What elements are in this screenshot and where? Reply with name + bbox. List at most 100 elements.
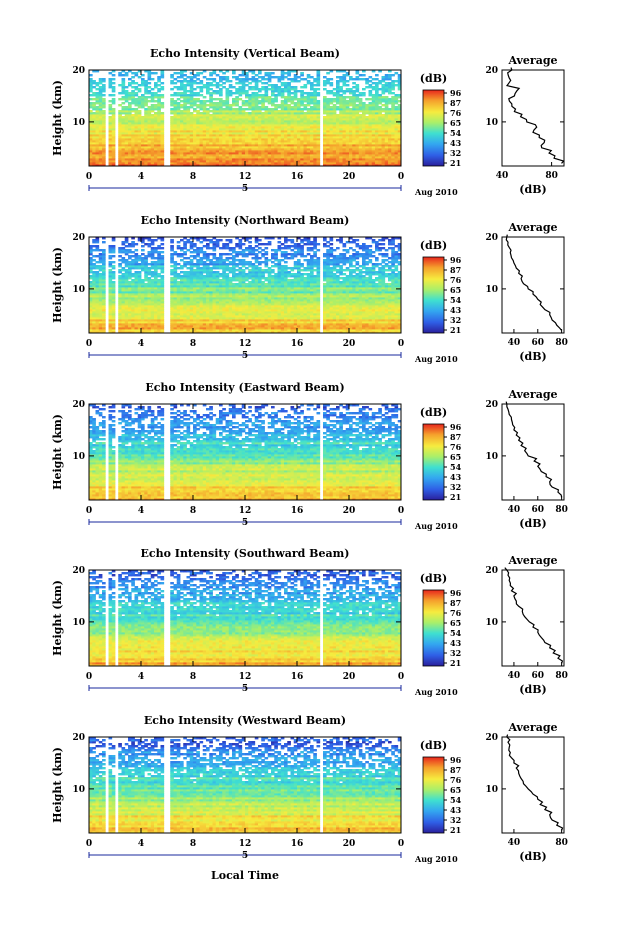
average-y-tick-label: 20 [485, 733, 498, 743]
x-tick-label: 20 [343, 506, 356, 516]
colorbar-tick-label: 43 [450, 638, 462, 648]
x-axis-label: Local Time [211, 869, 279, 882]
x-tick-label: 4 [138, 839, 144, 849]
x-tick-label: 0 [398, 672, 404, 682]
heatmap-title: Echo Intensity (Northward Beam) [141, 214, 350, 227]
average-x-label: (dB) [519, 350, 546, 363]
average-profile-line [504, 567, 564, 664]
x-tick-label: 0 [86, 339, 92, 349]
panel-2: Echo Intensity (Eastward Beam) 0 4 8 12 16 20 0… [51, 381, 568, 531]
panel-1: Echo Intensity (Northward Beam) 0 4 8 12 16 20… [51, 214, 568, 364]
y-axis-label: Height (km) [51, 580, 64, 656]
colorbar-tick-label: 65 [450, 618, 461, 628]
x-tick-label: 20 [343, 672, 356, 682]
date-marker: 5 [242, 518, 248, 528]
average-profile-line [506, 734, 564, 831]
average-x-tick-label: 60 [532, 505, 545, 515]
x-tick-label: 4 [138, 506, 144, 516]
x-tick-label: 8 [190, 339, 196, 349]
average-profile-line [505, 401, 563, 498]
colorbar-tick-label: 54 [450, 295, 462, 305]
colorbar-tick-label: 54 [450, 462, 462, 472]
x-tick-label: 4 [138, 172, 144, 182]
date-marker: 5 [242, 184, 248, 194]
colorbar-tick-label: 65 [450, 785, 461, 795]
average-x-tick-label: 40 [508, 505, 521, 515]
average-frame [501, 236, 565, 334]
average-x-tick-label: 40 [508, 838, 521, 848]
colorbar-tick-label: 87 [450, 265, 461, 275]
colorbar-tick-label: 54 [450, 128, 462, 138]
colorbar-tick-label: 76 [450, 108, 462, 118]
average-x-tick-label: 80 [545, 171, 558, 181]
average-frame [501, 736, 565, 834]
colorbar-tick-label: 43 [450, 138, 462, 148]
average-title: Average [507, 221, 557, 234]
colorbar [422, 89, 445, 167]
average-x-label: (dB) [519, 517, 546, 530]
y-axis-label: Height (km) [51, 80, 64, 156]
colorbar-tick-label: 32 [450, 482, 461, 492]
x-tick-label: 0 [86, 839, 92, 849]
average-title: Average [507, 54, 557, 67]
average-y-tick-label: 20 [485, 66, 498, 76]
average-x-label: (dB) [519, 683, 546, 696]
date-label: Aug 2010 [414, 354, 458, 364]
average-y-tick-label: 20 [485, 233, 498, 243]
average-title: Average [507, 721, 557, 734]
colorbar-tick-label: 32 [450, 148, 461, 158]
heatmap-cells [89, 237, 402, 334]
colorbar-unit: (dB) [420, 739, 447, 752]
average-title: Average [507, 388, 557, 401]
average-x-label: (dB) [519, 850, 546, 863]
x-tick-label: 0 [398, 339, 404, 349]
y-tick-label: 20 [72, 400, 85, 410]
colorbar-unit: (dB) [420, 572, 447, 585]
average-x-tick-label: 60 [532, 671, 545, 681]
colorbar-tick-label: 87 [450, 432, 461, 442]
colorbar-tick-label: 65 [450, 285, 461, 295]
x-tick-label: 0 [86, 672, 92, 682]
x-tick-label: 20 [343, 172, 356, 182]
average-frame [501, 403, 565, 501]
x-tick-label: 16 [291, 172, 304, 182]
colorbar-tick-label: 54 [450, 795, 462, 805]
x-tick-label: 16 [291, 672, 304, 682]
y-tick-label: 20 [72, 566, 85, 576]
panel-0: Echo Intensity (Vertical Beam) 0 4 8 12 16 20 0… [51, 47, 565, 197]
y-tick-label: 10 [72, 285, 85, 295]
colorbar-tick-label: 87 [450, 98, 461, 108]
heatmap-cells [89, 570, 402, 667]
heatmap-title: Echo Intensity (Southward Beam) [141, 547, 350, 560]
date-label: Aug 2010 [414, 687, 458, 697]
x-tick-label: 16 [291, 339, 304, 349]
average-y-tick-label: 10 [485, 785, 498, 795]
colorbar-tick-label: 21 [450, 325, 461, 335]
colorbar [422, 256, 445, 334]
y-tick-label: 20 [72, 66, 85, 76]
colorbar [422, 589, 445, 667]
date-label: Aug 2010 [414, 854, 458, 864]
x-tick-label: 12 [239, 506, 252, 516]
x-tick-label: 16 [291, 506, 304, 516]
average-x-tick-label: 80 [555, 338, 568, 348]
colorbar-tick-label: 54 [450, 628, 462, 638]
x-tick-label: 20 [343, 839, 356, 849]
colorbar-tick-label: 21 [450, 492, 461, 502]
y-tick-label: 10 [72, 618, 85, 628]
colorbar-tick-label: 32 [450, 315, 461, 325]
heatmap-title: Echo Intensity (Eastward Beam) [145, 381, 344, 394]
x-tick-label: 12 [239, 172, 252, 182]
average-frame [501, 569, 565, 667]
average-x-tick-label: 60 [532, 338, 545, 348]
average-frame [501, 69, 565, 167]
colorbar-tick-label: 96 [450, 88, 462, 98]
colorbar-tick-label: 96 [450, 255, 462, 265]
y-tick-label: 10 [72, 452, 85, 462]
panel-4: Echo Intensity (Westward Beam) 0 4 8 12 16 20 0… [51, 714, 568, 864]
x-tick-label: 16 [291, 839, 304, 849]
average-x-tick-label: 80 [555, 671, 568, 681]
average-x-tick-label: 40 [508, 338, 521, 348]
average-x-tick-label: 40 [508, 671, 521, 681]
